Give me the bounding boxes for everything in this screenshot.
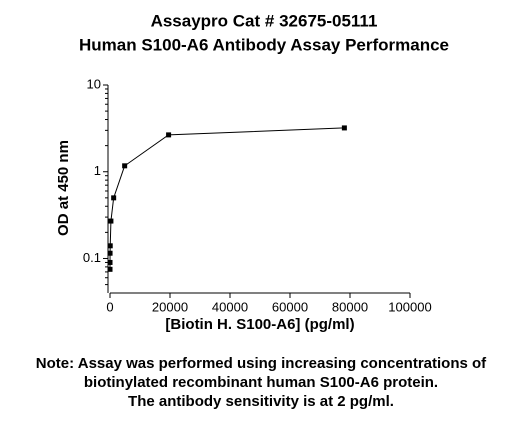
y-axis-label: OD at 450 nm (55, 140, 72, 236)
data-point (108, 218, 114, 224)
chart-title: Human S100-A6 Antibody Assay Performance (79, 35, 449, 54)
data-point (107, 259, 113, 265)
data-point (166, 132, 172, 138)
x-tick-label: 60000 (272, 299, 308, 314)
data-line (109, 127, 345, 270)
x-tick-label: 80000 (332, 299, 368, 314)
chart-title: Assaypro Cat # 32675-05111 (151, 11, 378, 30)
x-tick-label: 0 (106, 299, 113, 314)
data-point (341, 125, 347, 131)
note: biotinylated recombinant human S100-A6 p… (84, 374, 438, 391)
note: The antibody sensitivity is at 2 pg/ml. (128, 393, 394, 410)
data-point (107, 250, 113, 256)
note: Note: Assay was performed using increasi… (36, 355, 487, 372)
data-point (107, 266, 113, 272)
x-tick-label: 40000 (212, 299, 248, 314)
x-tick-label: 20000 (152, 299, 188, 314)
y-tick-label: 10 (87, 76, 101, 91)
y-tick-label: 0.1 (83, 250, 101, 265)
data-point (122, 163, 128, 169)
x-tick-label: 100000 (388, 299, 431, 314)
data-point (107, 243, 113, 249)
x-axis-label: [Biotin H. S100-A6] (pg/ml) (165, 316, 354, 333)
y-tick-label: 1 (94, 163, 101, 178)
data-point (111, 195, 117, 201)
